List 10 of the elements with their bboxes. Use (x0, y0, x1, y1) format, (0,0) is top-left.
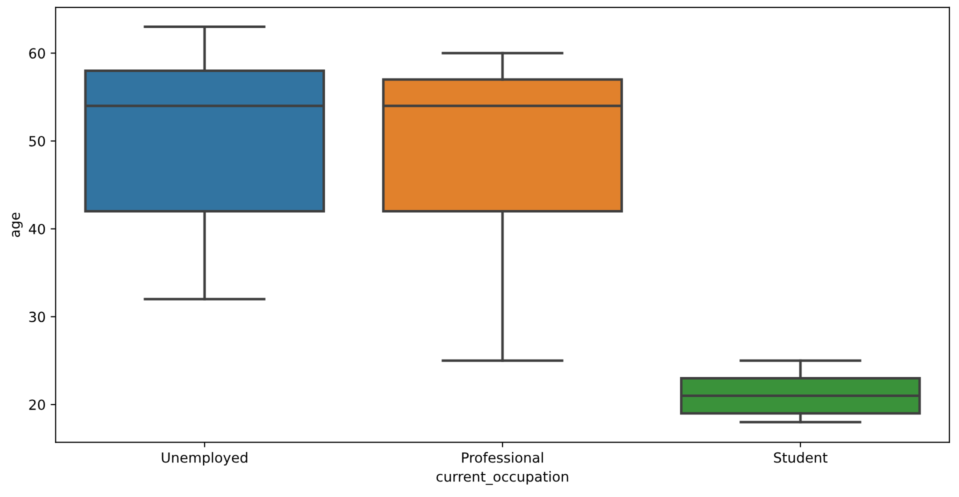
y-tick-label: 50 (29, 136, 45, 146)
y-tick-label: 60 (29, 48, 45, 59)
x-tick-label: Professional (462, 452, 543, 463)
y-tick-label: 30 (29, 312, 45, 322)
y-axis-title: age (12, 212, 23, 237)
y-tick-label: 40 (28, 224, 45, 234)
x-tick-label: Student (774, 452, 828, 463)
x-tick-label: Unemployed (162, 452, 248, 466)
y-tick-label: 20 (29, 400, 45, 410)
x-axis-title: current_occupation (436, 471, 568, 485)
